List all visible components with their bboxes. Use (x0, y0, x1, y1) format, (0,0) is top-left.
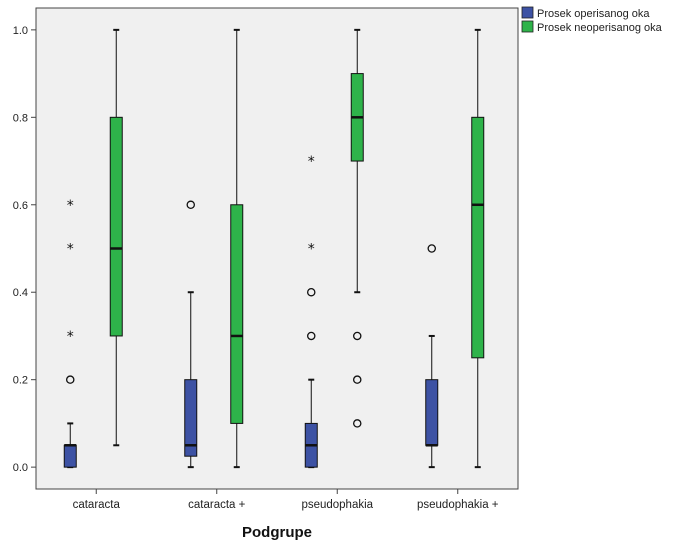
y-tick-label: 0.8 (13, 112, 28, 124)
outlier-circle (306, 287, 316, 297)
box-plot (109, 28, 123, 447)
x-tick-label: cataracta (73, 499, 121, 511)
legend-swatch (521, 6, 534, 19)
x-axis-title: Podgrupe (242, 524, 312, 541)
outlier-star: * (67, 329, 74, 345)
box-iqr (184, 379, 198, 457)
legend-label: Prosek operisanog oka (537, 8, 650, 20)
box-iqr (109, 116, 123, 337)
outlier-circle (306, 331, 316, 341)
outlier-star: * (67, 198, 74, 214)
y-tick-label: 0.6 (13, 200, 28, 212)
y-tick-label: 0.4 (13, 287, 28, 299)
legend-item: Prosek operisanog oka (521, 6, 650, 20)
y-tick-label: 1.0 (13, 25, 28, 37)
y-tick-label: 0.2 (13, 375, 28, 387)
box-plot: * * * (63, 198, 77, 469)
outlier-star: * (308, 242, 315, 258)
x-axis: cataracta cataracta + pseudophakia pseudoph… (73, 489, 499, 511)
box-iqr (230, 204, 244, 424)
box-iqr (63, 444, 77, 468)
box-plot (471, 28, 485, 469)
outlier-circle (186, 200, 195, 210)
box-iqr (471, 116, 485, 359)
box-plot (184, 200, 198, 469)
outlier-circle (66, 375, 75, 384)
outlier-circle (352, 419, 362, 428)
outlier-star: * (67, 242, 74, 258)
outlier-circle (427, 244, 436, 253)
legend-label: Prosek neoperisanog oka (537, 22, 663, 34)
box-series: ***** (63, 154, 439, 469)
x-tick-label: cataracta + (188, 499, 245, 511)
legend-swatch (521, 20, 534, 33)
box-iqr (425, 379, 439, 446)
x-tick-label: pseudophakia + (417, 499, 499, 511)
outlier-circle (352, 331, 362, 341)
y-tick-label: 0.0 (13, 462, 28, 474)
legend: Prosek operisanog oka Prosek neoperisanog… (521, 6, 663, 34)
box-series (109, 28, 485, 469)
box-plot (425, 244, 439, 469)
plot-area (35, 7, 519, 490)
x-tick-label: pseudophakia (301, 499, 373, 511)
box-plot (230, 28, 244, 469)
outlier-star: * (308, 154, 315, 170)
legend-item: Prosek neoperisanog oka (521, 20, 663, 34)
y-axis: 0.0 0.2 0.4 0.6 0.8 1.0 (13, 25, 36, 474)
outlier-circle (352, 375, 362, 384)
box-plot (350, 28, 364, 428)
box-plot: ** (304, 154, 318, 469)
box-series-group: ***** (63, 28, 485, 469)
